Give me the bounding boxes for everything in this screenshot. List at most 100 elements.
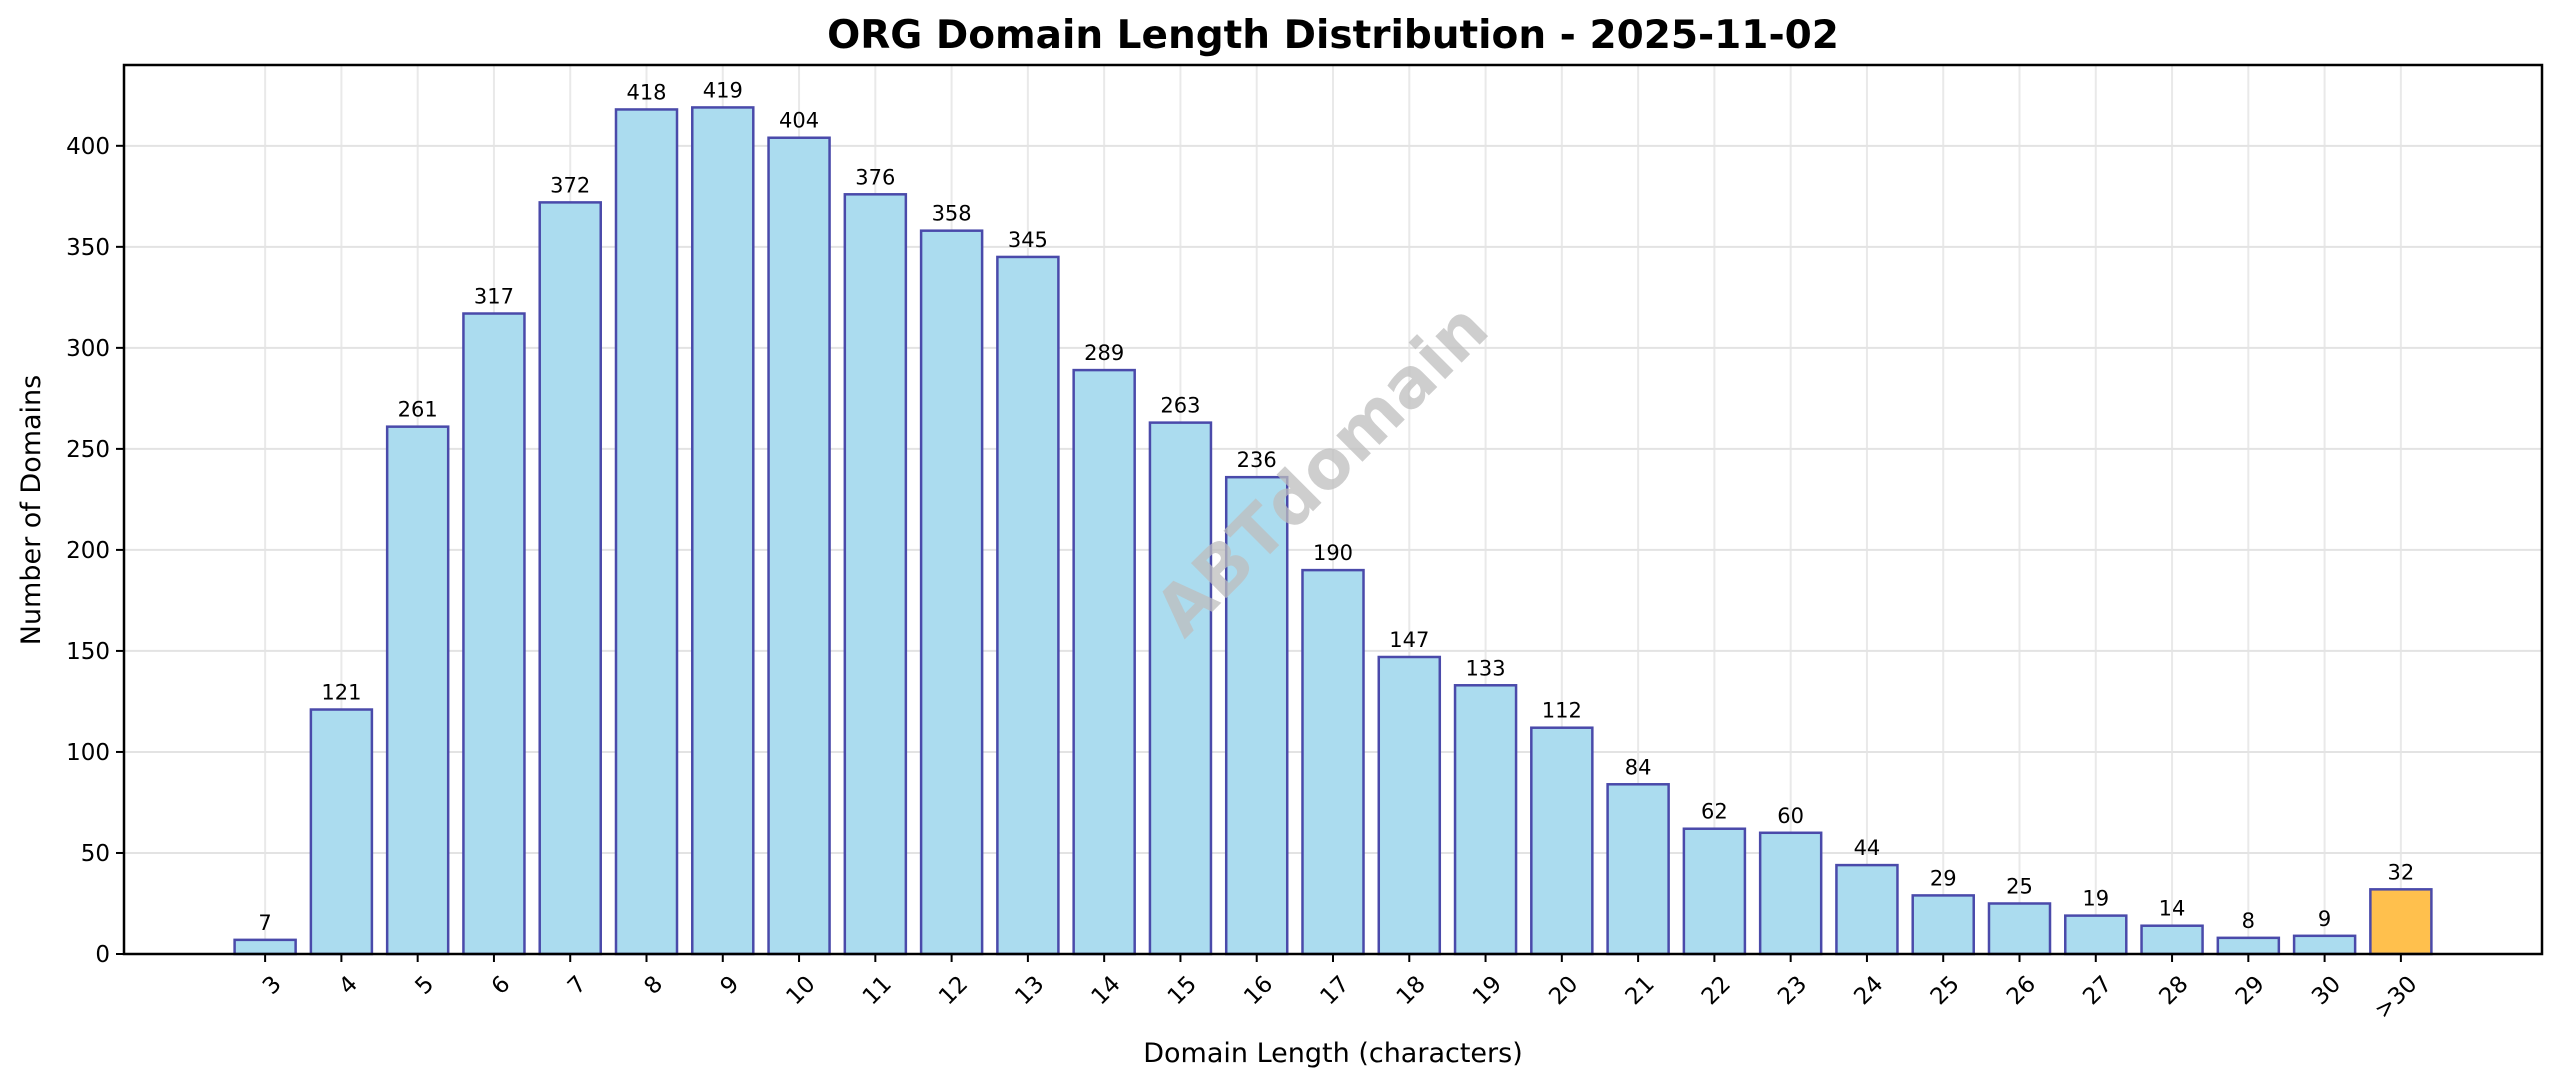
- data-label: 14: [2159, 897, 2186, 921]
- data-label: 29: [1930, 866, 1957, 890]
- data-label: 345: [1008, 228, 1048, 252]
- x-tick-label: 11: [858, 971, 897, 1010]
- bar: [2292, 934, 2357, 956]
- x-tick-label: 16: [1239, 971, 1278, 1010]
- y-tick-label: 400: [66, 134, 110, 160]
- data-label: 236: [1237, 448, 1277, 472]
- bar: [1453, 684, 1518, 956]
- y-tick-label: 0: [95, 942, 110, 968]
- data-label: 147: [1389, 628, 1429, 652]
- bar: [1530, 726, 1594, 956]
- bar: [2369, 888, 2433, 956]
- bar: [1987, 902, 2052, 956]
- x-axis-label: Domain Length (characters): [1143, 1038, 1523, 1069]
- bar: [2064, 914, 2128, 956]
- x-tick-label: 15: [1163, 971, 1202, 1010]
- x-tick-label: 28: [2155, 971, 2194, 1010]
- data-label: 8: [2242, 909, 2255, 933]
- chart-title: ORG Domain Length Distribution - 2025-11…: [827, 13, 1839, 58]
- x-tick-label: 27: [2078, 971, 2117, 1010]
- x-tick-label: 17: [1315, 971, 1354, 1010]
- x-tick-label: 4: [334, 971, 363, 1000]
- y-tick-label: 350: [66, 235, 110, 261]
- bar: [1758, 831, 1823, 956]
- y-tick-label: 250: [66, 437, 110, 463]
- bar: [767, 136, 831, 956]
- data-label: 112: [1542, 699, 1582, 723]
- data-label: 317: [474, 285, 514, 309]
- y-tick-label: 50: [81, 841, 110, 867]
- x-tick-label: >30: [2370, 971, 2423, 1024]
- bar: [996, 255, 1060, 956]
- x-tick-label: 24: [1849, 971, 1888, 1010]
- y-axis-label: Number of Domains: [16, 375, 47, 646]
- data-label: 25: [2006, 874, 2033, 898]
- x-tick-label: 8: [639, 971, 668, 1000]
- data-label: 19: [2082, 887, 2109, 911]
- data-label: 289: [1084, 341, 1124, 365]
- data-label: 263: [1160, 394, 1200, 418]
- bar: [385, 425, 450, 956]
- data-label: 358: [932, 202, 972, 226]
- data-label: 7: [258, 911, 271, 935]
- bar: [1224, 475, 1289, 956]
- bar: [233, 938, 297, 956]
- bar: [843, 193, 908, 956]
- data-label: 418: [626, 80, 666, 104]
- bar: [691, 106, 755, 956]
- bar: [1148, 421, 1213, 956]
- x-tick-label: 18: [1392, 971, 1431, 1010]
- x-tick-label: 14: [1087, 971, 1126, 1010]
- x-tick-label: 5: [410, 971, 439, 1000]
- data-labels: 7 121 261 317 372 418 419 404 376 358 345 289 263 236…: [258, 78, 2414, 934]
- bar: [538, 201, 602, 956]
- bars: [233, 106, 2433, 956]
- x-tick-label: 20: [1544, 971, 1583, 1010]
- bar: [462, 312, 526, 956]
- data-label: 419: [703, 78, 743, 102]
- x-axis: 3 4 5 6 7 8 9 10 11 12 13 14 15 16 17 18 19 20 21 22 23 24 25 2…: [258, 954, 2423, 1024]
- bar: [1072, 368, 1136, 956]
- bar: [309, 708, 374, 956]
- bar: [614, 108, 679, 956]
- data-label: 32: [2388, 860, 2415, 884]
- bar: [1835, 863, 1899, 956]
- data-label: 44: [1854, 836, 1881, 860]
- x-tick-label: 10: [782, 971, 821, 1010]
- y-tick-label: 200: [66, 538, 110, 564]
- bar: [2140, 924, 2204, 956]
- y-axis: 0 50 100 150 200 250 300 350 400: [66, 134, 124, 968]
- x-tick-label: 25: [1926, 971, 1965, 1010]
- data-label: 190: [1313, 541, 1353, 565]
- y-tick-label: 300: [66, 336, 110, 362]
- bar: [1301, 568, 1365, 956]
- x-tick-label: 21: [1621, 971, 1660, 1010]
- data-label: 62: [1701, 800, 1728, 824]
- y-tick-label: 100: [66, 740, 110, 766]
- data-label: 84: [1625, 755, 1652, 779]
- bar: [1377, 655, 1442, 956]
- x-tick-label: 23: [1773, 971, 1812, 1010]
- x-tick-label: 22: [1697, 971, 1736, 1010]
- data-label: 376: [855, 165, 895, 189]
- data-label: 404: [779, 109, 819, 133]
- x-tick-label: 9: [716, 971, 745, 1000]
- x-tick-label: 30: [2307, 971, 2346, 1010]
- data-label: 9: [2318, 907, 2331, 931]
- x-tick-label: 3: [258, 971, 287, 1000]
- data-label: 372: [550, 173, 590, 197]
- y-tick-label: 150: [66, 639, 110, 665]
- data-label: 60: [1777, 804, 1804, 828]
- x-tick-label: 19: [1468, 971, 1507, 1010]
- data-label: 121: [321, 681, 361, 705]
- bar: [919, 229, 984, 956]
- data-label: 261: [398, 398, 438, 422]
- bar: [1682, 827, 1747, 956]
- x-tick-label: 7: [563, 971, 592, 1000]
- data-label: 133: [1466, 656, 1506, 680]
- x-tick-label: 26: [2002, 971, 2041, 1010]
- x-tick-label: 6: [487, 971, 516, 1000]
- bar: [1911, 894, 1975, 956]
- x-tick-label: 12: [934, 971, 973, 1010]
